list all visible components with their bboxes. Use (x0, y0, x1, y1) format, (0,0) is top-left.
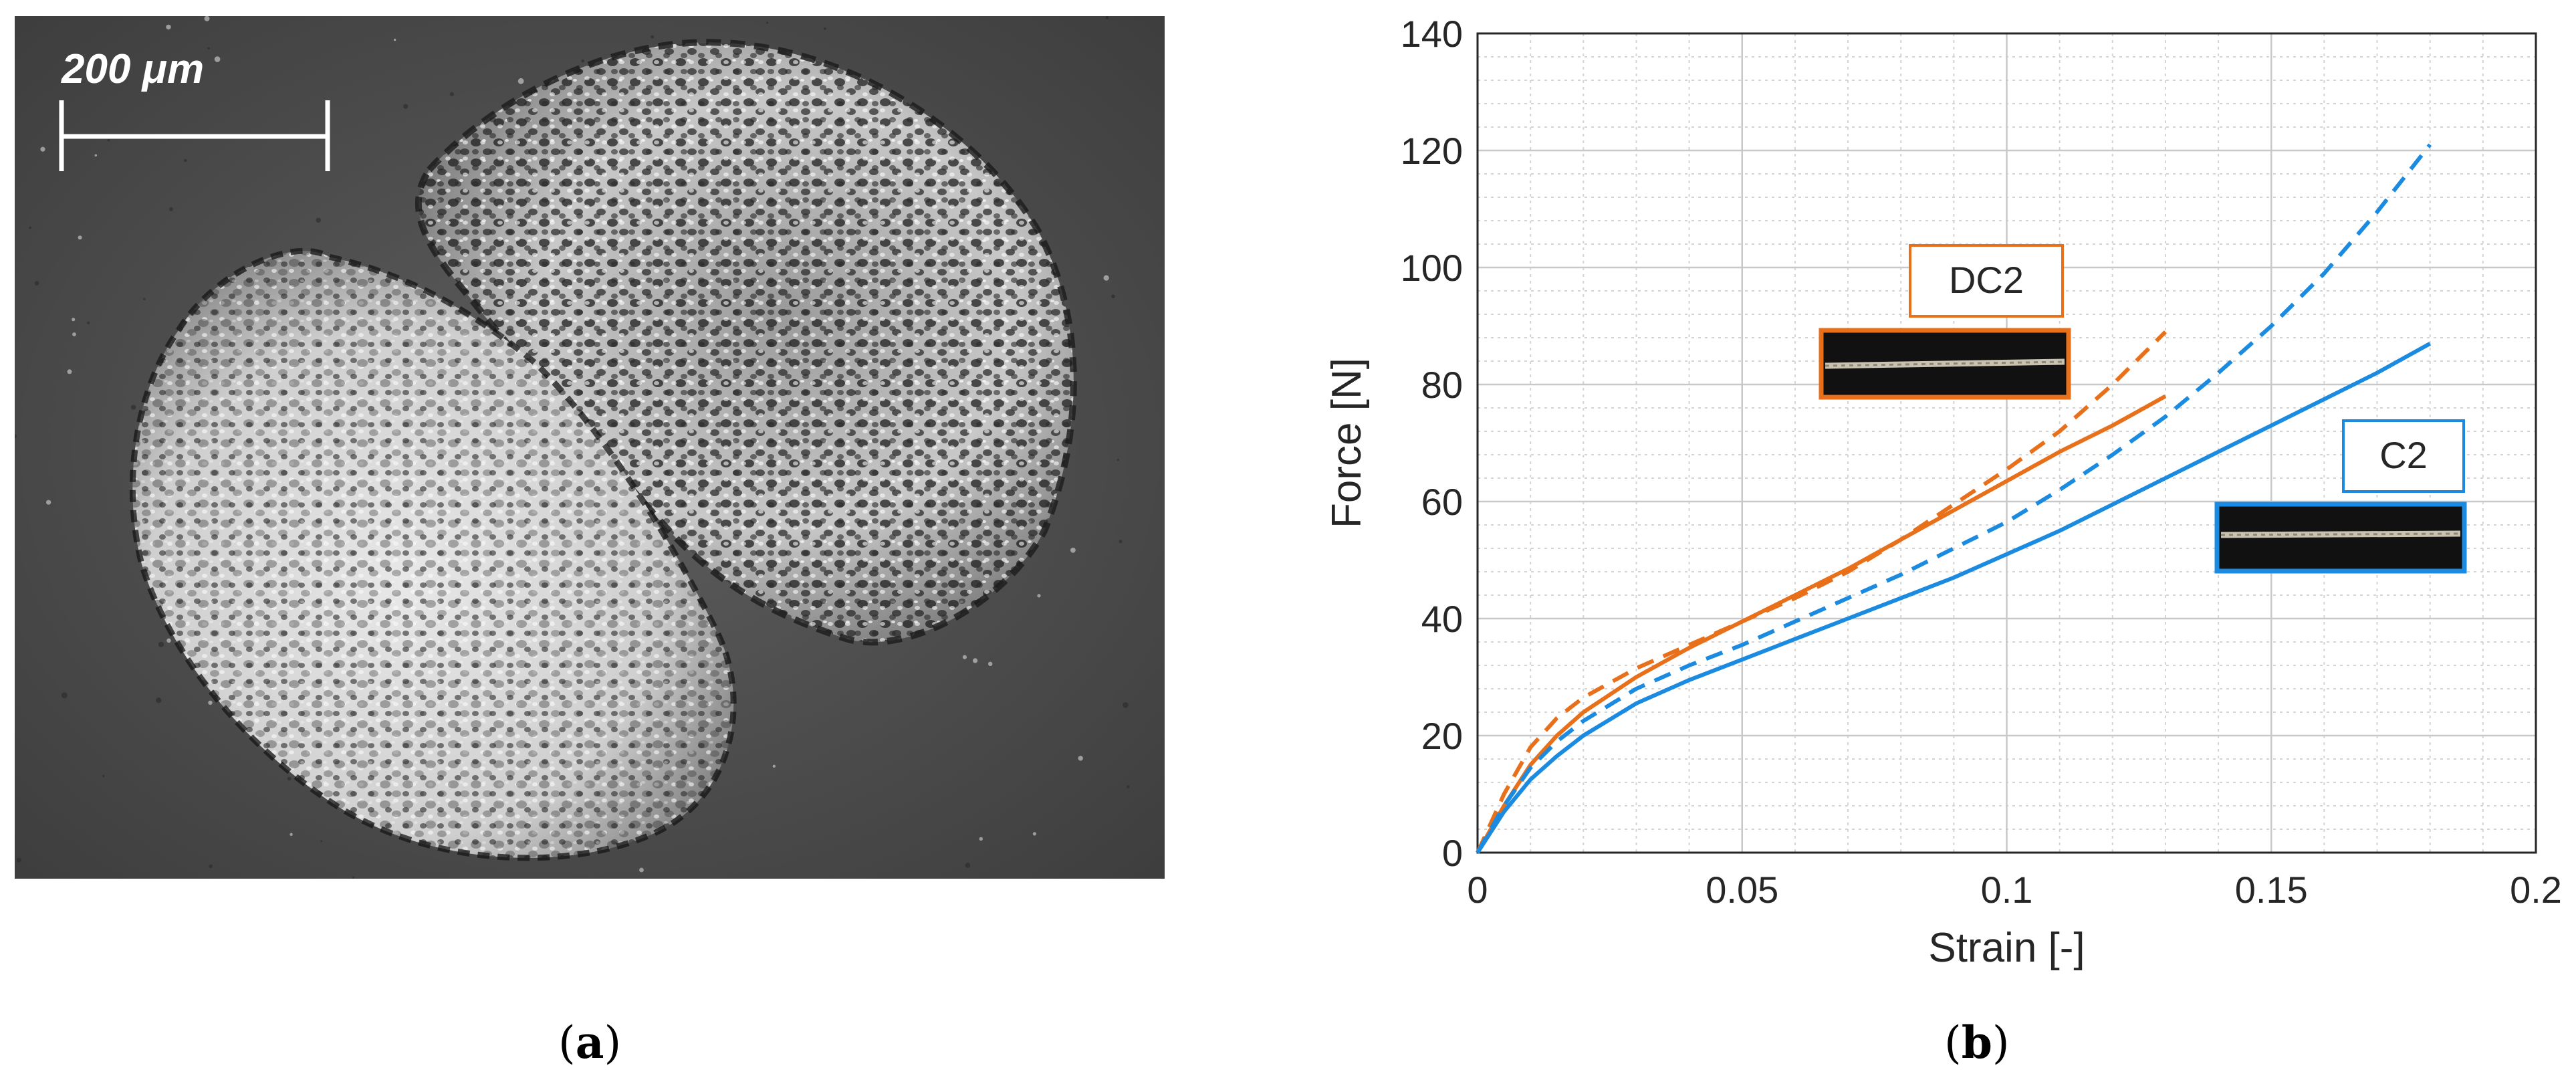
sem-speck (61, 692, 68, 699)
y-tick-label: 140 (1401, 13, 1463, 55)
annotation-c2-label: C2 (2379, 434, 2428, 476)
sem-speck (1117, 459, 1119, 461)
y-tick-label: 120 (1401, 130, 1463, 172)
sem-speck (320, 840, 323, 843)
sem-speck (287, 776, 291, 781)
dc2-specimen-photo (1819, 328, 2071, 400)
sem-speck (316, 217, 321, 223)
sem-speck (449, 92, 455, 96)
x-tick-label: 0.2 (2510, 869, 2562, 911)
x-tick-label: 0 (1467, 869, 1488, 911)
sem-speck (130, 405, 136, 410)
sem-micrograph: 200 μm (13, 15, 1165, 879)
sem-speck (208, 700, 213, 705)
scale-bar-label: 200 μm (61, 46, 204, 92)
sem-speck (94, 154, 98, 157)
sem-speck (823, 27, 826, 30)
x-tick-label: 0.15 (2235, 869, 2308, 911)
sem-speck (17, 857, 21, 863)
sem-speck (979, 837, 983, 841)
series-line-c2-solid (1476, 342, 2432, 854)
sem-speck (166, 638, 171, 643)
sem-speck (107, 138, 110, 142)
sem-speck (72, 318, 76, 322)
sem-speck (1119, 540, 1123, 544)
sem-speck (639, 867, 644, 873)
sem-speck (1123, 702, 1129, 708)
x-tick-label: 0.1 (1981, 869, 2033, 911)
sem-speck (965, 863, 971, 868)
caption-a-letter: a (575, 1016, 604, 1069)
tick-labels: 0 0.05 0.1 0.15 0.2 0 20 40 60 80 100 120 140 (1401, 13, 2562, 911)
sem-speck (581, 59, 584, 63)
sem-speck (87, 321, 90, 324)
sem-speck (72, 332, 76, 336)
minor-grid (1477, 33, 2537, 853)
series-line-dc2-dashed (1476, 330, 2168, 854)
sem-speck (204, 15, 210, 21)
sem-speck (78, 235, 82, 240)
sem-speck (651, 35, 655, 39)
caption-b: (b) (1944, 1016, 2010, 1069)
sem-speck (1032, 832, 1036, 836)
series-line-dc2-solid (1476, 394, 2167, 854)
sem-speck (973, 658, 978, 663)
sem-speck (102, 774, 105, 778)
sem-speck (156, 697, 162, 703)
caption-a: (a) (558, 1016, 622, 1069)
sem-speck (214, 56, 221, 62)
sem-speck (209, 864, 213, 869)
sem-speck (772, 764, 776, 768)
sem-speck (184, 158, 187, 162)
sem-speck (1037, 594, 1041, 598)
annotation-dc2-label: DC2 (1949, 259, 2024, 301)
scale-bar: 200 μm (59, 46, 330, 171)
sem-speck (289, 833, 293, 837)
sem-speck (34, 281, 39, 286)
sem-speck (166, 24, 171, 30)
y-tick-label: 80 (1421, 364, 1463, 406)
major-grid (1476, 32, 2537, 854)
sem-speck (158, 641, 164, 647)
x-tick-label: 0.05 (1706, 869, 1778, 911)
sem-speck (517, 78, 524, 84)
sem-speck (766, 21, 769, 24)
sem-speck (1105, 16, 1109, 19)
sem-speck (1103, 275, 1109, 281)
y-tick-label: 100 (1401, 247, 1463, 289)
sem-image: 200 μm (13, 15, 1165, 879)
sem-speck (40, 146, 45, 152)
caption-b-letter: b (1961, 1016, 1992, 1069)
sem-speck (1070, 547, 1076, 553)
x-axis-label: Strain [-] (1928, 925, 2085, 971)
sem-speck (1111, 294, 1115, 299)
axes-box (1476, 32, 2537, 854)
sem-speck (962, 655, 967, 659)
sem-speck (403, 104, 408, 109)
sem-speck (169, 207, 173, 211)
series-line-c2-dashed (1476, 143, 2432, 854)
y-tick-label: 0 (1442, 832, 1463, 874)
annotation-dc2: DC2 (1819, 244, 2071, 400)
y-tick-label: 20 (1421, 715, 1463, 757)
sem-speck (1078, 756, 1083, 761)
sem-speck (988, 661, 993, 666)
sem-speck (143, 298, 146, 301)
y-axis-label: Force [N] (1324, 358, 1370, 528)
y-tick-label: 60 (1421, 481, 1463, 523)
c2-specimen-photo (2214, 502, 2467, 574)
sem-speck (46, 500, 51, 505)
sem-speck (393, 38, 396, 41)
sem-speck (29, 226, 31, 229)
sem-speck (352, 876, 354, 879)
sem-speck (1127, 785, 1130, 788)
series-lines (1476, 143, 2432, 854)
annotation-c2: C2 (2214, 419, 2467, 574)
sem-speck (67, 369, 72, 374)
sem-speck (207, 47, 210, 49)
y-tick-label: 40 (1421, 598, 1463, 640)
